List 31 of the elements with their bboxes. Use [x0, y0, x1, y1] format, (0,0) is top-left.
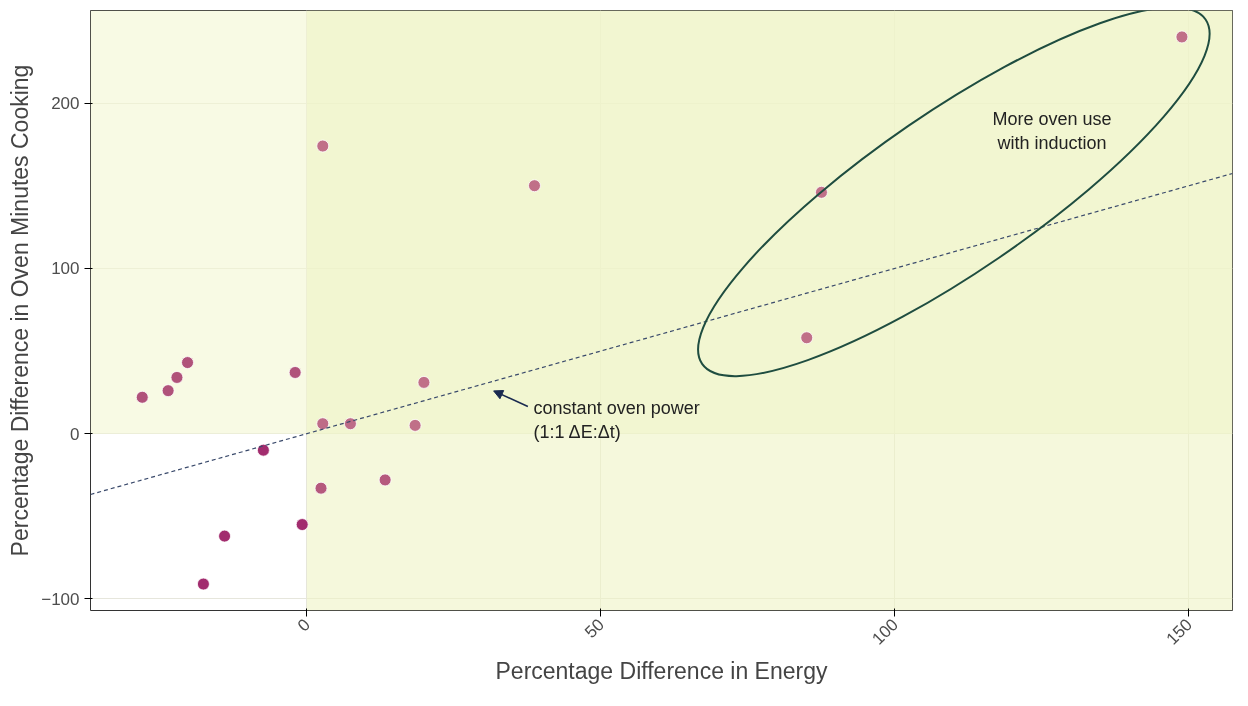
point: [135, 390, 149, 404]
point: [170, 371, 184, 384]
y-tick-label: 200: [51, 94, 80, 114]
y-tick-label: −100: [41, 589, 80, 609]
point: [314, 481, 328, 495]
point: [256, 443, 270, 457]
annotation: constant oven power (1:1 ΔE:Δt): [533, 397, 700, 442]
point: [161, 384, 175, 398]
point: [800, 331, 814, 345]
point: [316, 417, 330, 431]
point: [197, 577, 210, 591]
y-tick-label: 100: [51, 259, 80, 279]
point: [344, 417, 357, 431]
y-tick-label: 0: [70, 424, 80, 444]
annotation: More oven use with induction: [992, 108, 1112, 153]
point: [1175, 30, 1189, 44]
point: [295, 518, 309, 531]
point: [181, 356, 194, 369]
x-tick-label: 100: [868, 615, 903, 649]
point: [408, 418, 422, 432]
x-tick-label: 50: [581, 615, 609, 642]
y-axis-title: Percentage Difference in Oven Minutes Cooking: [7, 64, 34, 557]
x-tick-label: 0: [293, 615, 314, 636]
point: [378, 473, 392, 487]
point: [218, 529, 231, 543]
point: [316, 139, 330, 153]
point: [528, 179, 541, 193]
point: [288, 366, 302, 379]
point: [417, 376, 431, 389]
x-tick-label: 150: [1162, 615, 1197, 649]
x-axis-title: Percentage Difference in Energy: [495, 658, 828, 685]
